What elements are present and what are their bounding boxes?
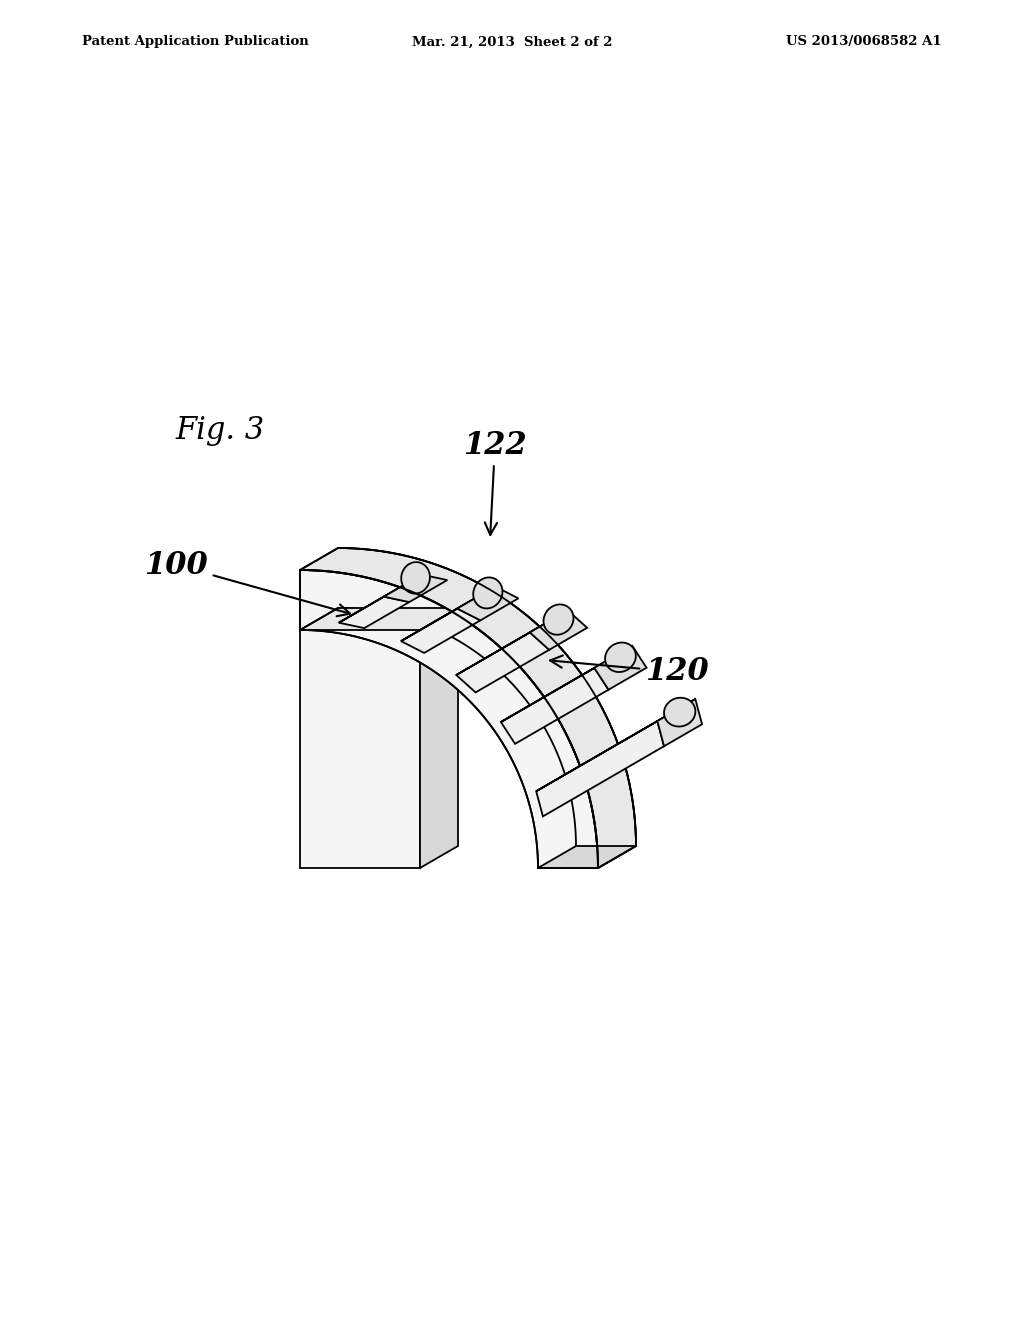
Ellipse shape (401, 562, 430, 594)
Text: 120: 120 (550, 656, 709, 688)
Text: Fig. 3: Fig. 3 (175, 414, 264, 446)
Polygon shape (657, 700, 702, 746)
Polygon shape (300, 570, 598, 869)
Polygon shape (529, 610, 587, 649)
Polygon shape (339, 574, 422, 623)
Ellipse shape (544, 605, 573, 635)
Polygon shape (384, 574, 447, 602)
Text: Mar. 21, 2013  Sheet 2 of 2: Mar. 21, 2013 Sheet 2 of 2 (412, 36, 612, 49)
Polygon shape (458, 586, 518, 620)
Polygon shape (420, 609, 458, 869)
Polygon shape (538, 846, 636, 869)
Text: Patent Application Publication: Patent Application Publication (82, 36, 309, 49)
Polygon shape (300, 609, 458, 630)
Ellipse shape (605, 643, 636, 672)
Polygon shape (457, 610, 568, 675)
Ellipse shape (664, 698, 695, 726)
Text: 122: 122 (463, 429, 527, 535)
Polygon shape (339, 597, 410, 628)
Polygon shape (594, 645, 646, 690)
Polygon shape (300, 630, 420, 869)
Polygon shape (537, 700, 695, 791)
Polygon shape (401, 609, 480, 653)
Polygon shape (300, 548, 636, 869)
Polygon shape (501, 645, 633, 722)
Text: 100: 100 (144, 549, 350, 616)
Polygon shape (457, 632, 549, 693)
Polygon shape (537, 721, 665, 816)
Polygon shape (401, 586, 496, 642)
Text: US 2013/0068582 A1: US 2013/0068582 A1 (786, 36, 942, 49)
Ellipse shape (473, 577, 503, 609)
Polygon shape (501, 668, 608, 744)
